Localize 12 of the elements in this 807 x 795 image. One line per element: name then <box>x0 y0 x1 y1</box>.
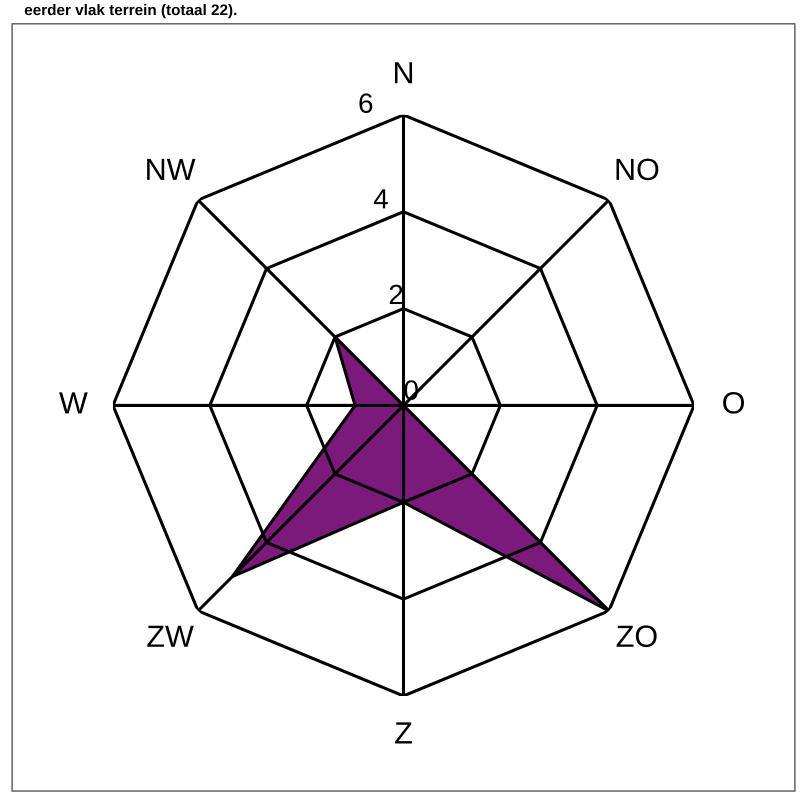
y-tick-label: 6 <box>359 93 372 114</box>
spoke-label: ZW <box>147 626 194 647</box>
spoke-label: Z <box>395 722 412 744</box>
y-tick-label: 4 <box>374 189 388 208</box>
spoke-label: W <box>59 392 88 414</box>
spoke-label: N <box>394 62 412 84</box>
y-tick-label: 2 <box>390 284 402 304</box>
spoke-label: O <box>723 392 744 414</box>
spoke-label: ZO <box>616 625 657 648</box>
chart-title: eerder vlak terrein (totaal 22). <box>24 4 236 18</box>
spoke-label: NO <box>616 158 658 180</box>
spoke-label: NW <box>147 158 196 180</box>
